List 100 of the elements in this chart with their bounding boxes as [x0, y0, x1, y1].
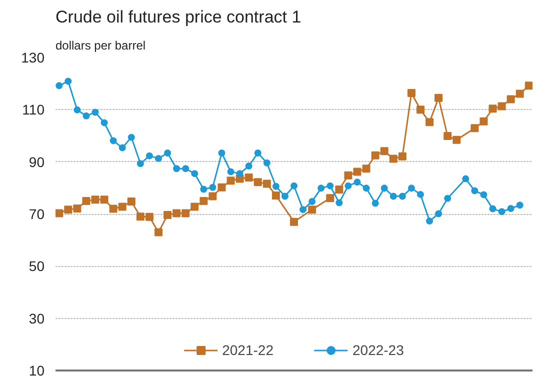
point — [389, 154, 398, 163]
point — [172, 209, 181, 218]
point — [82, 112, 90, 120]
point — [146, 152, 153, 160]
point — [208, 192, 217, 200]
point — [516, 90, 524, 98]
point — [64, 78, 72, 85]
point — [227, 168, 234, 176]
y-tick-label: 130 — [21, 50, 45, 66]
point — [127, 197, 136, 206]
point — [244, 173, 253, 182]
point — [218, 149, 226, 156]
point — [372, 200, 379, 207]
point — [362, 184, 370, 192]
point — [506, 95, 515, 104]
y-tick-label: 70 — [28, 206, 45, 222]
point — [398, 152, 406, 160]
y-tick-label: 90 — [28, 154, 45, 170]
point — [480, 117, 488, 126]
point — [226, 176, 235, 185]
point — [236, 170, 244, 178]
point — [281, 192, 288, 200]
point — [190, 202, 199, 211]
point — [516, 202, 524, 209]
point — [336, 199, 343, 206]
point — [254, 149, 262, 156]
point — [434, 94, 443, 102]
point — [154, 154, 162, 162]
point — [380, 184, 388, 192]
y-tick-label: 30 — [28, 310, 45, 326]
point — [128, 134, 135, 141]
point — [335, 185, 344, 194]
point — [398, 192, 406, 200]
point — [354, 178, 361, 186]
point — [182, 165, 190, 172]
point — [56, 209, 64, 218]
point — [308, 198, 316, 205]
point — [326, 194, 334, 202]
y-tick-label: 50 — [28, 258, 45, 274]
point — [200, 186, 208, 193]
point — [262, 180, 271, 188]
point — [164, 211, 172, 220]
point — [154, 228, 162, 236]
point — [263, 159, 270, 166]
point — [507, 205, 514, 212]
point — [182, 209, 190, 218]
point — [407, 88, 416, 97]
legend-label: 2022-23 — [352, 342, 404, 358]
point — [452, 136, 461, 144]
point — [164, 149, 172, 156]
point — [200, 196, 208, 205]
point — [245, 162, 252, 170]
point — [416, 106, 424, 114]
y-tick-label: 10 — [28, 362, 45, 376]
point — [435, 210, 442, 218]
point — [498, 102, 506, 110]
point — [254, 178, 262, 186]
point — [462, 175, 470, 182]
point — [380, 147, 388, 156]
point — [416, 190, 424, 198]
point — [488, 104, 497, 113]
point — [272, 182, 280, 190]
point — [173, 165, 180, 172]
point — [100, 196, 108, 204]
point — [300, 206, 307, 214]
point — [444, 132, 452, 140]
point — [109, 204, 118, 213]
point — [318, 184, 325, 192]
point — [136, 212, 144, 221]
point — [489, 205, 496, 212]
chart-subtitle: dollars per barrel — [56, 38, 146, 52]
point — [390, 192, 397, 200]
point — [73, 204, 82, 213]
point — [64, 206, 72, 214]
point — [444, 194, 452, 202]
point — [353, 168, 362, 176]
point — [118, 144, 126, 152]
point — [426, 118, 434, 126]
point — [471, 187, 478, 194]
point — [290, 182, 298, 190]
point — [272, 191, 280, 200]
point — [344, 171, 352, 180]
point — [498, 208, 506, 216]
point — [136, 160, 144, 168]
point — [470, 124, 479, 132]
point — [56, 82, 63, 90]
point — [308, 206, 316, 214]
point — [344, 182, 352, 190]
point — [290, 218, 298, 226]
point — [145, 212, 154, 221]
point — [209, 184, 216, 191]
point — [524, 82, 532, 90]
point — [91, 196, 100, 204]
legend-label: 2021-22 — [222, 342, 274, 358]
point — [371, 151, 380, 160]
point — [92, 108, 99, 116]
point — [100, 119, 108, 126]
chart-title: Crude oil futures price contract 1 — [56, 8, 302, 26]
point — [191, 170, 198, 178]
point — [74, 106, 81, 114]
